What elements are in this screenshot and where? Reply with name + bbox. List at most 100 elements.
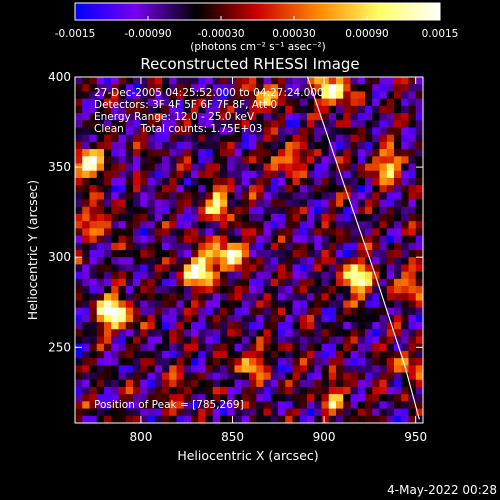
heatmap-cell	[234, 98, 243, 107]
heatmap-cell	[227, 134, 236, 143]
heatmap-cell	[270, 192, 279, 201]
heatmap-cell	[89, 177, 98, 186]
heatmap-cell	[89, 156, 98, 165]
heatmap-cell	[394, 264, 402, 273]
heatmap-cell	[379, 307, 388, 316]
heatmap-cell	[183, 250, 192, 258]
heatmap-cell	[372, 271, 381, 280]
heatmap-cell	[314, 322, 323, 330]
heatmap-cell	[118, 358, 127, 366]
heatmap-cell	[263, 350, 272, 359]
heatmap-cell	[328, 177, 337, 186]
heatmap-cell	[198, 408, 207, 417]
heatmap-cell	[314, 199, 323, 208]
heatmap-cell	[292, 271, 301, 280]
heatmap-cell	[125, 163, 134, 172]
heatmap-cell	[372, 300, 381, 309]
heatmap-cell	[394, 228, 402, 237]
heatmap-cell	[241, 408, 250, 417]
heatmap-cell	[96, 235, 105, 244]
heatmap-cell	[227, 192, 236, 201]
heatmap-cell	[140, 336, 149, 345]
heatmap-cell	[118, 113, 127, 121]
heatmap-cell	[386, 134, 395, 143]
heatmap-cell	[415, 235, 423, 244]
heatmap-cell	[350, 322, 359, 330]
heatmap-cell	[343, 314, 352, 323]
heatmap-cell	[227, 120, 236, 129]
heatmap-cell	[111, 415, 120, 423]
heatmap-cell	[350, 235, 359, 244]
heatmap-cell	[125, 394, 134, 402]
heatmap-cell	[183, 134, 192, 143]
heatmap-cell	[343, 213, 352, 222]
heatmap-cell	[365, 286, 373, 294]
heatmap-cell	[314, 336, 323, 345]
heatmap-cell	[162, 300, 170, 309]
heatmap-cell	[328, 98, 337, 107]
heatmap-cell	[336, 358, 344, 366]
heatmap-cell	[379, 185, 388, 193]
heatmap-cell	[111, 91, 120, 100]
heatmap-cell	[140, 394, 149, 402]
heatmap-cell	[220, 113, 228, 121]
heatmap-cell	[96, 314, 105, 323]
heatmap-cell	[372, 329, 381, 338]
heatmap-cell	[212, 199, 221, 208]
heatmap-cell	[299, 386, 308, 395]
heatmap-cell	[162, 141, 170, 150]
heatmap-cell	[75, 206, 83, 215]
heatmap-cell	[278, 149, 286, 157]
heatmap-cell	[307, 185, 315, 193]
heatmap-cell	[96, 336, 105, 345]
heatmap-cell	[205, 314, 214, 323]
heatmap-cell	[154, 379, 163, 388]
heatmap-cell	[227, 379, 236, 388]
heatmap-cell	[321, 199, 330, 208]
heatmap-cell	[292, 365, 301, 374]
heatmap-cell	[176, 192, 185, 201]
heatmap-cell	[111, 242, 120, 251]
heatmap-cell	[220, 358, 228, 366]
heatmap-cell	[372, 372, 381, 381]
heatmap-cell	[118, 278, 127, 287]
heatmap-cell	[96, 199, 105, 208]
heatmap-cell	[415, 386, 423, 395]
heatmap-cell	[394, 177, 402, 186]
heatmap-cell	[220, 329, 228, 338]
heatmap-cell	[198, 365, 207, 374]
heatmap-cell	[234, 278, 243, 287]
heatmap-cell	[379, 250, 388, 258]
heatmap-cell	[415, 228, 423, 237]
heatmap-cell	[343, 113, 352, 121]
heatmap-cell	[75, 134, 83, 143]
heatmap-cell	[365, 293, 373, 302]
heatmap-cell	[372, 365, 381, 374]
heatmap-cell	[350, 177, 359, 186]
heatmap-cell	[89, 250, 98, 258]
heatmap-cell	[82, 185, 91, 193]
heatmap-cell	[234, 394, 243, 402]
heatmap-cell	[278, 199, 286, 208]
heatmap-cell	[314, 314, 323, 323]
heatmap-cell	[125, 141, 134, 150]
heatmap-cell	[365, 77, 373, 85]
heatmap-cell	[350, 372, 359, 381]
heatmap-cell	[220, 235, 228, 244]
heatmap-cell	[299, 300, 308, 309]
heatmap-cell	[307, 149, 315, 157]
heatmap-cell	[336, 322, 344, 330]
heatmap-cell	[343, 365, 352, 374]
heatmap-cell	[365, 156, 373, 165]
heatmap-cell	[386, 242, 395, 251]
heatmap-cell	[118, 264, 127, 273]
heatmap-cell	[292, 170, 301, 179]
heatmap-cell	[270, 250, 279, 258]
heatmap-cell	[263, 192, 272, 201]
heatmap-cell	[234, 213, 243, 222]
heatmap-cell	[82, 127, 91, 136]
heatmap-cell	[75, 98, 83, 107]
heatmap-cell	[408, 358, 417, 366]
heatmap-cell	[191, 141, 199, 150]
heatmap-cell	[379, 386, 388, 395]
